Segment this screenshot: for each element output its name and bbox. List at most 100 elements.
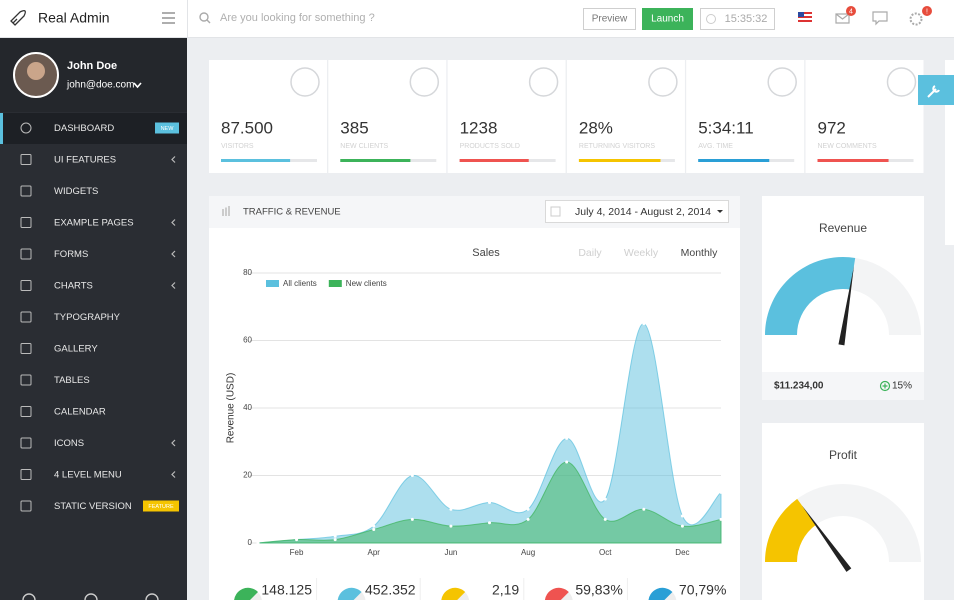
stat-label: VISITORS: [221, 143, 254, 150]
stat-value: 28%: [579, 118, 613, 137]
mail-badge-count: 4: [849, 8, 853, 15]
settings-icon[interactable]: [909, 12, 923, 26]
stat-icon: [528, 67, 559, 97]
top-bar: [0, 0, 954, 37]
menu-icon: [20, 217, 32, 228]
flag-icon[interactable]: [798, 12, 812, 22]
gauge-amount: $11.234,00: [774, 381, 824, 392]
x-tick-label: Apr: [368, 548, 381, 557]
stat-label: RETURNING VISITORS: [579, 143, 655, 150]
user-name: John Doe: [67, 60, 117, 72]
data-point: [719, 490, 723, 494]
menu-item[interactable]: STATIC VERSION: [54, 501, 132, 512]
stat-card: [566, 60, 685, 173]
x-tick-label: Aug: [521, 548, 535, 557]
launch-label[interactable]: Launch: [651, 14, 684, 25]
menu-item[interactable]: EXAMPLE PAGES: [54, 218, 134, 229]
gauge-track: [765, 484, 921, 562]
stat-icon: [886, 67, 917, 97]
stat-card: [447, 60, 566, 173]
stat-label: NEW CLIENTS: [340, 143, 388, 150]
data-point: [526, 507, 530, 511]
menu-item[interactable]: 4 LEVEL MENU: [54, 470, 122, 481]
stat-progress: [578, 159, 661, 162]
data-point: [372, 524, 376, 528]
menu-badge-label: NEW: [161, 126, 175, 132]
stat-value: 5:34:11: [698, 118, 753, 137]
menu-item[interactable]: FORMS: [54, 249, 88, 260]
preview-button[interactable]: [583, 8, 636, 30]
gauge-footer: [762, 372, 924, 400]
y-tick-label: 40: [243, 403, 252, 412]
data-point: [333, 538, 337, 542]
stat-card: [209, 60, 327, 173]
launch-button[interactable]: [642, 8, 693, 30]
submenu-chevron: [171, 219, 176, 226]
data-point: [449, 507, 453, 511]
data-point: [565, 436, 569, 440]
search-input[interactable]: Are you looking for something ?: [220, 12, 375, 24]
stat-label: AVG. TIME: [698, 143, 733, 150]
stat-value: 1238: [460, 118, 498, 137]
date-picker-caret: [717, 210, 723, 213]
clock-box: [700, 8, 775, 30]
stat-card: [328, 60, 447, 173]
data-point: [333, 534, 337, 538]
submenu-chevron: [171, 471, 176, 478]
user-dropdown-caret: [133, 82, 142, 89]
chat-icon[interactable]: [872, 11, 888, 26]
summary-value: 148.125: [261, 582, 312, 598]
sidebar-footer-icon[interactable]: [145, 593, 159, 600]
menu-item[interactable]: TABLES: [54, 375, 90, 386]
stat-icon: [290, 67, 320, 97]
date-picker[interactable]: [545, 200, 729, 223]
flag-stripe: [798, 14, 812, 16]
x-tick-label: Dec: [675, 548, 689, 557]
chart-tab[interactable]: Weekly: [624, 247, 659, 259]
panel-icon-bar: [228, 206, 230, 216]
x-tick-label: Jun: [444, 548, 457, 557]
menu-item[interactable]: DASHBOARD: [54, 123, 114, 134]
search-icon: [199, 12, 209, 22]
preview-label[interactable]: Preview: [592, 14, 628, 25]
clock-icon: [706, 14, 716, 24]
menu-item[interactable]: TYPOGRAPHY: [54, 312, 121, 323]
data-point: [642, 322, 646, 326]
chart-tab[interactable]: Monthly: [681, 247, 719, 259]
stat-label: NEW COMMENTS: [818, 143, 877, 150]
user-email[interactable]: john@doe.com: [66, 80, 134, 91]
gauge-value: [764, 498, 816, 562]
date-range[interactable]: July 4, 2014 - August 2, 2014: [575, 206, 711, 218]
menu-badge: [155, 122, 179, 134]
settings-badge: [922, 6, 932, 16]
menu-item[interactable]: GALLERY: [54, 344, 98, 355]
summary-pie-slice: [544, 587, 569, 600]
gauge-title: Profit: [829, 448, 858, 462]
menu-item[interactable]: CALENDAR: [54, 407, 106, 418]
summary-value: 59,83%: [575, 582, 622, 598]
flag-stripe: [798, 18, 812, 20]
sidebar-footer-icon[interactable]: [22, 593, 36, 600]
menu-item[interactable]: UI FEATURES: [54, 155, 116, 166]
data-point: [642, 507, 646, 511]
menu-item[interactable]: CHARTS: [54, 281, 93, 292]
menu-item[interactable]: ICONS: [54, 438, 84, 449]
logo-icon: [10, 10, 26, 26]
chart-tab[interactable]: Daily: [578, 247, 602, 259]
submenu-chevron: [171, 156, 176, 163]
menu-item[interactable]: WIDGETS: [54, 186, 98, 197]
clock-time: 15:35:32: [725, 13, 768, 25]
data-point: [410, 517, 414, 521]
summary-value: 70,79%: [679, 582, 726, 598]
summary-pie-slice: [234, 587, 258, 600]
stat-progress: [340, 159, 411, 162]
menu-icon: [20, 469, 32, 480]
brand-name: Real Admin: [38, 10, 110, 26]
data-point: [526, 517, 530, 521]
sidebar-footer-icon[interactable]: [84, 593, 98, 600]
submenu-chevron: [171, 439, 176, 447]
data-point: [295, 538, 299, 542]
y-axis-label: Revenue (USD): [226, 373, 237, 444]
mail-icon[interactable]: [835, 13, 850, 24]
menu-icon: [20, 406, 32, 417]
